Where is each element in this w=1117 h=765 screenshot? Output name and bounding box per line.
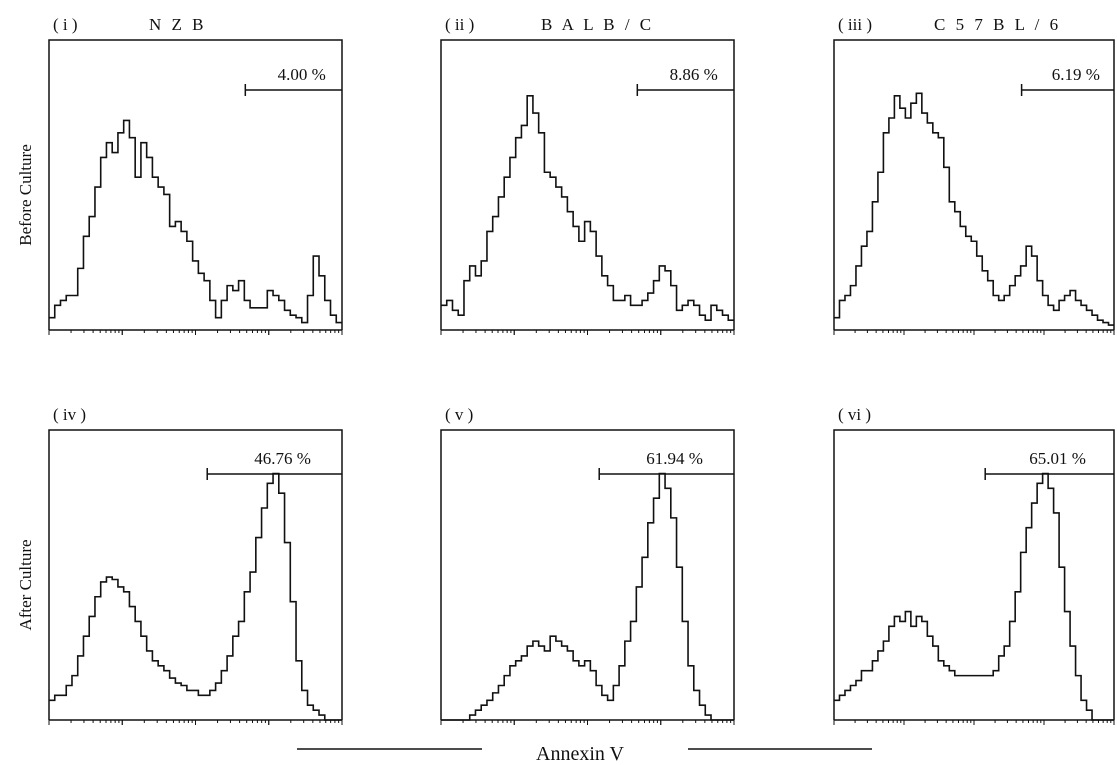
histogram-panel-5: 61.94 % ( v ) (440, 405, 735, 725)
histogram-panel-2: 8.86 % ( ii ) B A L B / C (440, 15, 735, 335)
histogram-trace (441, 472, 734, 721)
strain-label: N Z B (149, 15, 207, 34)
panel-number-label: ( vi ) (838, 405, 871, 424)
panel-frame (440, 429, 735, 720)
histogram-panel-3: 6.19 % ( iii ) C 5 7 B L / 6 (833, 15, 1115, 335)
histogram-trace (834, 92, 1114, 326)
gate-percent-label: 6.19 % (1052, 65, 1100, 84)
histogram-panel-6: 65.01 % ( vi ) (833, 405, 1115, 725)
panel-number-label: ( i ) (53, 15, 78, 34)
x-axis-label: Annexin V (536, 743, 625, 765)
histogram-panel-1: 4.00 % ( i ) N Z B (48, 15, 343, 335)
histogram-trace (441, 95, 734, 321)
histogram-trace (49, 119, 342, 324)
histogram-panels: 4.00 % ( i ) N Z B 8.86 % ( ii ) B A L B / C 6… (48, 15, 1115, 725)
panel-number-label: ( v ) (445, 405, 473, 424)
panel-number-label: ( ii ) (445, 15, 474, 34)
histogram-panel-4: 46.76 % ( iv ) (48, 405, 343, 725)
strain-label: B A L B / C (541, 15, 654, 34)
strain-label: C 5 7 B L / 6 (934, 15, 1061, 34)
gate-percent-label: 46.76 % (254, 449, 311, 468)
panel-number-label: ( iii ) (838, 15, 872, 34)
row-label-before: Before Culture (16, 144, 35, 246)
panel-frame (833, 429, 1115, 720)
panel-number-label: ( iv ) (53, 405, 86, 424)
gate-percent-label: 4.00 % (278, 65, 326, 84)
row-label-after: After Culture (16, 539, 35, 630)
panel-frame (48, 39, 343, 330)
gate-percent-label: 8.86 % (670, 65, 718, 84)
gate-percent-label: 65.01 % (1029, 449, 1086, 468)
histogram-trace (49, 472, 342, 721)
panel-frame (833, 39, 1115, 330)
panel-frame (48, 429, 343, 720)
panel-frame (440, 39, 735, 330)
histogram-trace (834, 472, 1114, 721)
gate-percent-label: 61.94 % (646, 449, 703, 468)
